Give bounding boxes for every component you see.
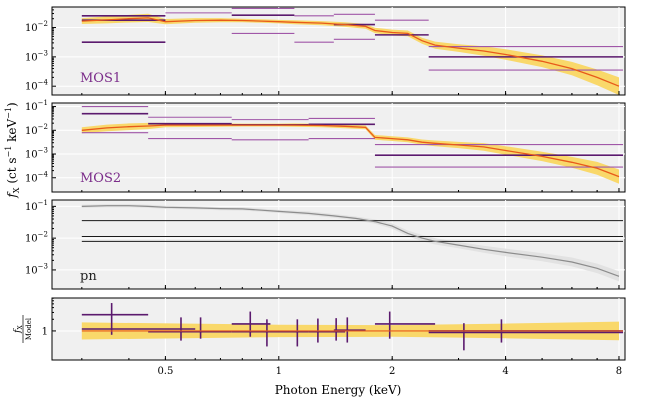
x-tick-label-2: 2 [389, 366, 395, 377]
pn-model-band-area [81, 204, 620, 282]
panel-mos1-model-band [81, 13, 620, 96]
mos1-model-curve [81, 17, 620, 87]
x-tick-label-4: 8 [616, 366, 622, 377]
panel-mos2-data-segments [81, 106, 624, 168]
pn-model-curve [81, 205, 620, 277]
panel-pn-model-line [81, 205, 620, 277]
panel-pn-frame [51, 199, 626, 290]
mos2-model-band-area [81, 122, 620, 184]
panel-pn-data-segments [81, 220, 624, 242]
mos2-ytick-label-2: 10−3 [25, 147, 48, 161]
mos2-model-curve [81, 124, 620, 178]
mos2-ytick-label-3: 10−4 [25, 170, 49, 184]
ratio-y-numerator: fX [13, 324, 24, 333]
ratio-y-label: fX Model [13, 315, 33, 343]
panel-mos2-label: MOS2 [80, 171, 121, 186]
panel-ratio-ticks: 1 [42, 297, 620, 360]
x-tick-label-3: 4 [502, 366, 508, 377]
x-tick-label-1: 1 [276, 366, 282, 377]
x-axis-label: Photon Energy (keV) [275, 383, 402, 397]
panel-pn-label: pn [80, 269, 97, 284]
panel-pn-ticks: 10−1 10−2 10−3 [25, 199, 620, 289]
panel-pn-model-band [81, 204, 620, 282]
y-axis-label: fX (ct s−1 keV−1) [4, 102, 21, 198]
pn-ytick-label-0: 10−1 [25, 199, 48, 213]
mos2-ytick-label-1: 10−2 [25, 123, 48, 137]
mos2-ytick-label-0: 10−1 [25, 99, 48, 113]
panel-mos1-ticks: 10−2 10−3 10−4 [25, 6, 620, 95]
panel-mos2-frame [51, 102, 626, 193]
panel-mos1: 10−2 10−3 10−4 MOS1 [25, 6, 626, 96]
pn-ytick-label-1: 10−2 [25, 231, 48, 245]
x-tick-labels: 0.5 1 2 4 8 [157, 366, 622, 377]
x-tick-label-0: 0.5 [157, 366, 173, 377]
panel-mos1-model-line [81, 17, 620, 87]
panel-pn-grid [52, 200, 625, 289]
panel-mos1-data-segments [81, 7, 624, 71]
pn-ytick-label-2: 10−3 [25, 262, 48, 276]
panel-pn: 10−1 10−2 10−3 pn [25, 199, 626, 290]
mos1-ytick-label-2: 10−4 [25, 79, 49, 93]
mos1-ytick-label-1: 10−3 [25, 49, 48, 63]
mos1-ytick-label-0: 10−2 [25, 20, 48, 34]
panel-mos2-model-line [81, 124, 620, 178]
panel-mos2-ticks: 10−1 10−2 10−3 10−4 [25, 99, 620, 192]
mos1-model-band-area [81, 13, 620, 96]
panel-mos2: 10−1 10−2 10−3 10−4 MOS2 [25, 99, 626, 193]
ratio-ytick-label-0: 1 [42, 326, 48, 337]
panel-mos1-label: MOS1 [80, 71, 121, 86]
panel-mos2-model-band [81, 122, 620, 184]
ratio-y-denominator: Model [25, 317, 33, 340]
panel-ratio: 1 [42, 297, 626, 361]
